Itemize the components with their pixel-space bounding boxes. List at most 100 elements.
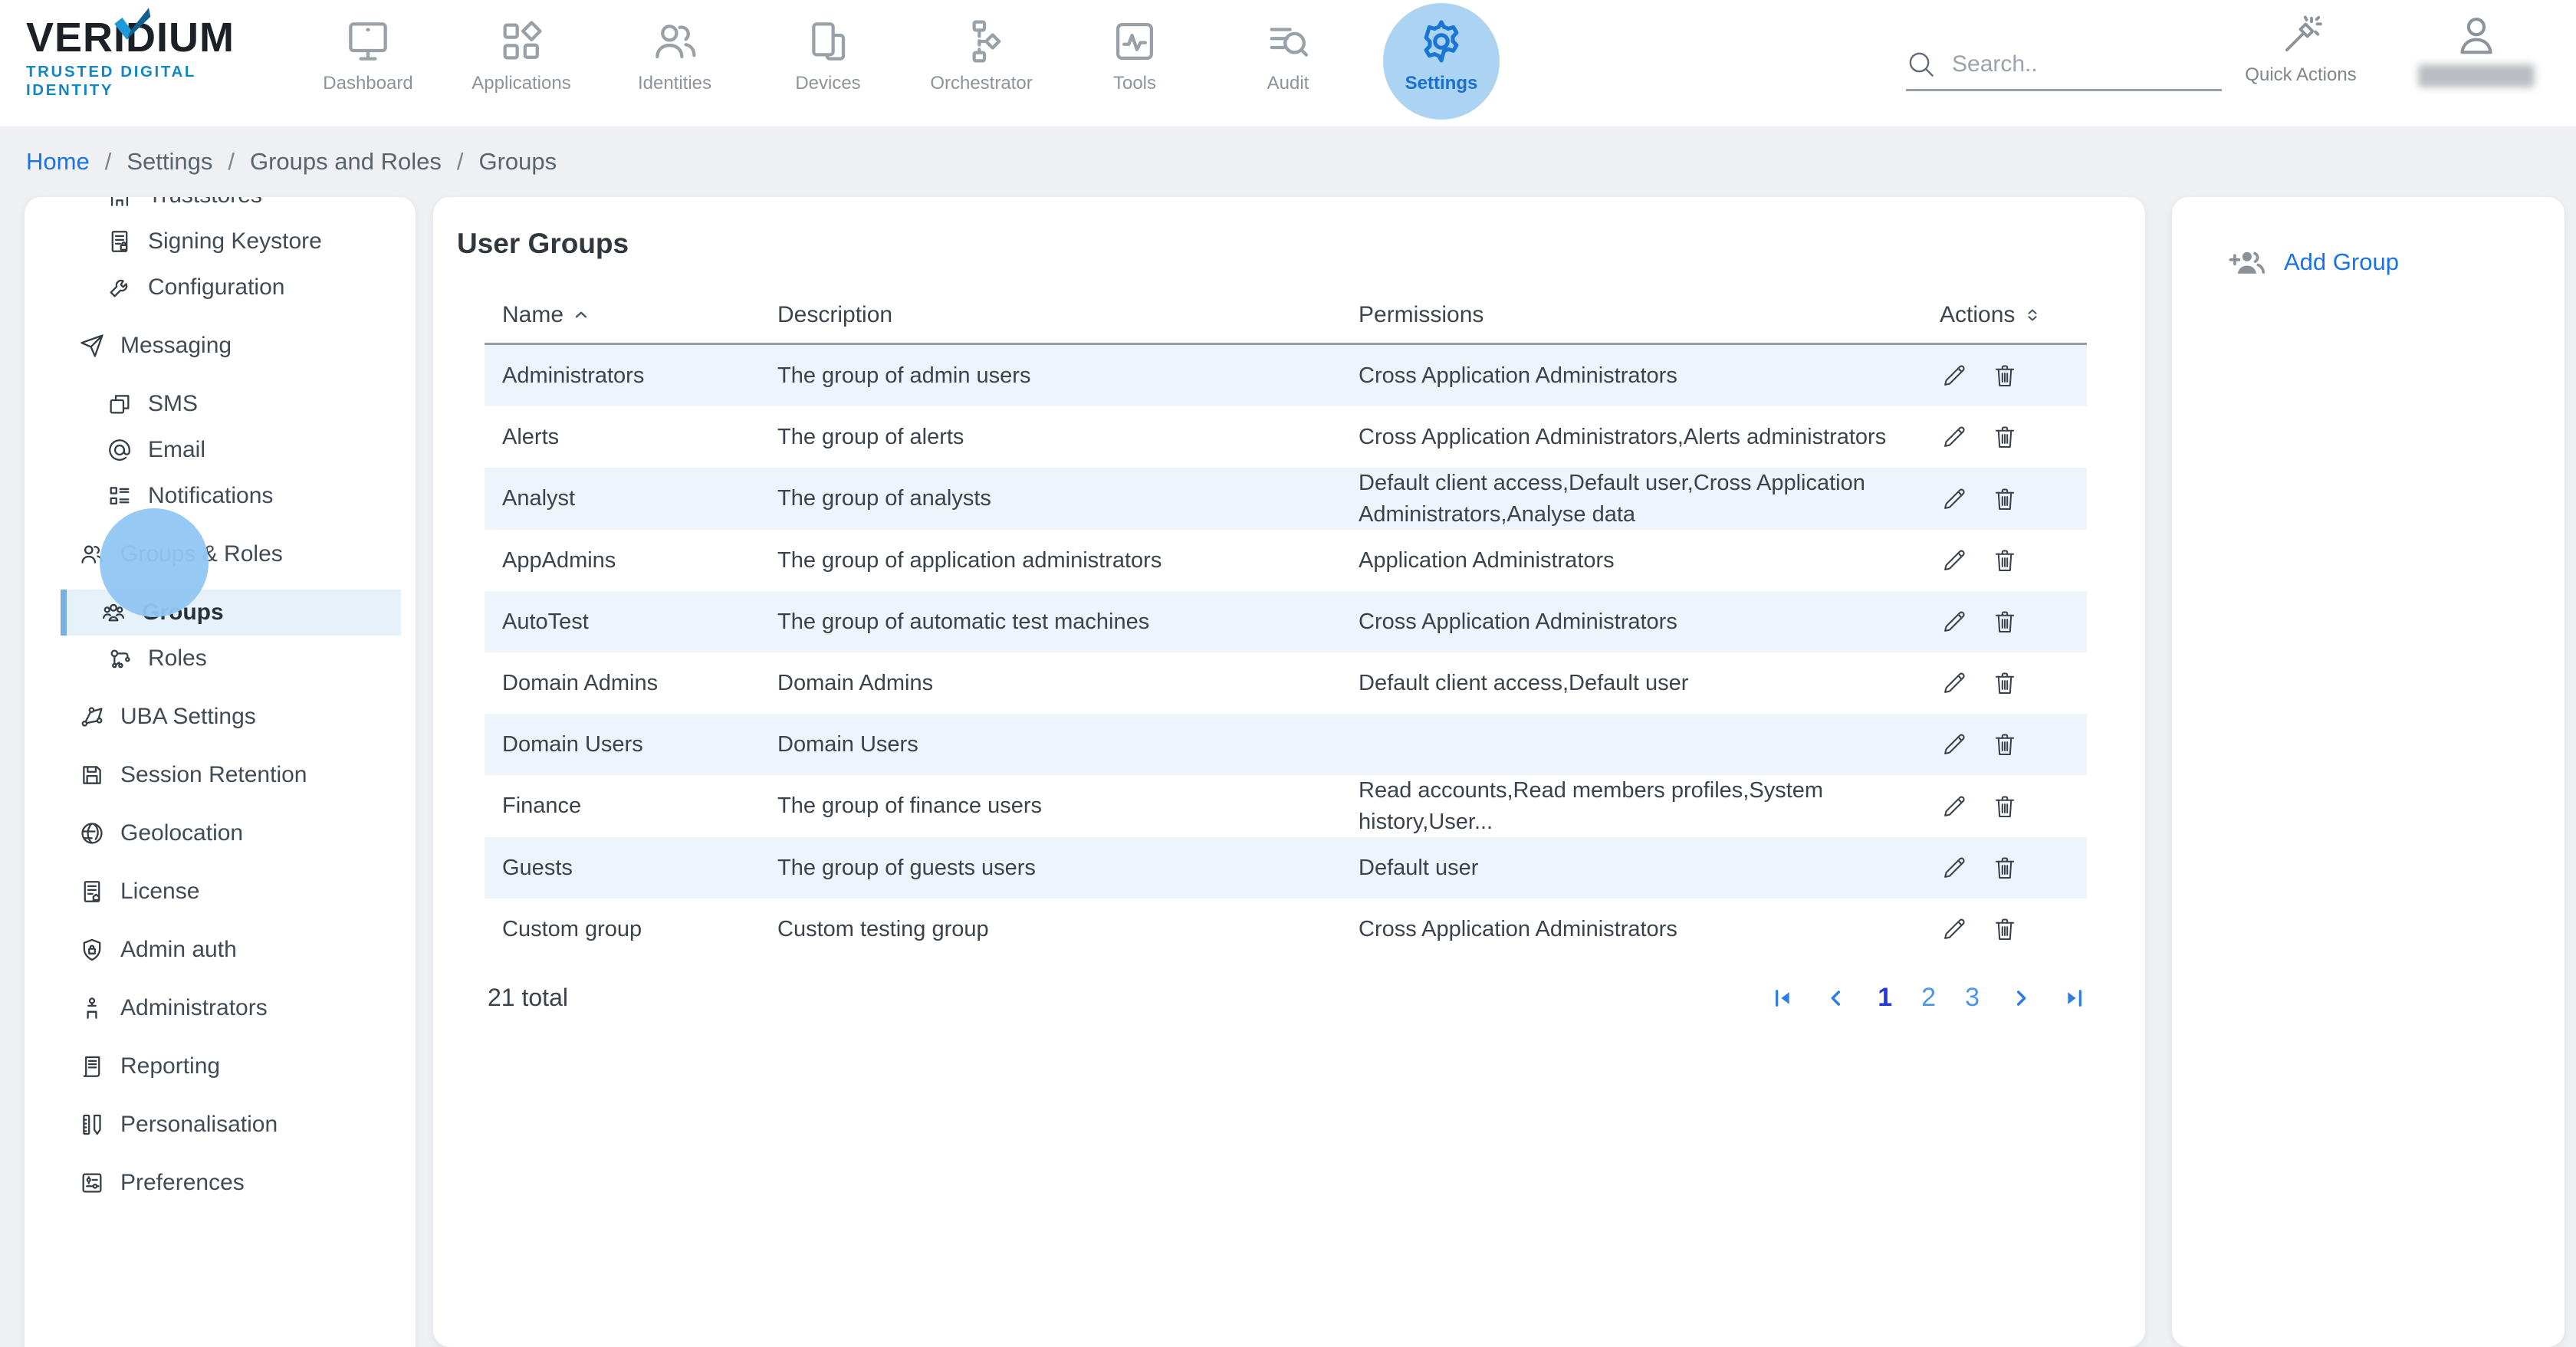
delete-button[interactable]	[1990, 915, 2019, 944]
sidebar-item-groups-roles[interactable]: Groups & Roles	[25, 531, 416, 577]
delete-button[interactable]	[1990, 853, 2019, 882]
nav-item-orchestrator[interactable]: Orchestrator	[905, 0, 1058, 126]
delete-button[interactable]	[1990, 669, 2019, 698]
cell-name: AutoTest	[502, 609, 589, 634]
brand-tagline: TRUSTED DIGITAL IDENTITY	[26, 63, 196, 99]
edit-button[interactable]	[1940, 792, 1969, 821]
add-group-icon	[2226, 241, 2267, 283]
sidebar-item-label: License	[120, 879, 200, 904]
page-number-3[interactable]: 3	[1965, 983, 1980, 1013]
sidebar-item-configuration[interactable]: Configuration	[25, 264, 416, 310]
edit-button[interactable]	[1940, 546, 1969, 575]
sidebar-item-messaging[interactable]: Messaging	[25, 323, 416, 369]
cell-description: Domain Admins	[777, 670, 934, 695]
geolocation-icon	[79, 820, 105, 846]
signing-keystore-icon	[107, 228, 133, 255]
cell-description: Custom testing group	[777, 916, 989, 941]
add-group-button[interactable]: Add Group	[2226, 241, 2564, 283]
quick-actions-button[interactable]: Quick Actions	[2243, 14, 2358, 86]
edit-button[interactable]	[1940, 730, 1969, 759]
sidebar-item-sms[interactable]: SMS	[25, 381, 416, 427]
nav-item-tools[interactable]: Tools	[1058, 0, 1211, 126]
table-row: AppAdmins The group of application admini…	[485, 530, 2087, 591]
column-header-label: Permissions	[1359, 302, 1484, 327]
cell-name: Alerts	[502, 424, 560, 449]
personalisation-icon	[79, 1112, 105, 1138]
breadcrumb-item-home[interactable]: Home	[26, 148, 90, 175]
sidebar-item-uba-settings[interactable]: UBA Settings	[25, 694, 416, 740]
nav-item-applications[interactable]: Applications	[445, 0, 598, 126]
delete-button[interactable]	[1990, 361, 2019, 390]
search-input[interactable]	[1950, 51, 2206, 78]
nav-item-label: Tools	[1112, 73, 1157, 94]
nav-item-dashboard[interactable]: Dashboard	[291, 0, 445, 126]
sidebar-item-reporting[interactable]: Reporting	[25, 1043, 416, 1089]
sidebar-item-administrators[interactable]: Administrators	[25, 985, 416, 1031]
sidebar-item-signing-keystore[interactable]: Signing Keystore	[25, 218, 416, 264]
nav-item-settings[interactable]: Settings	[1365, 0, 1518, 126]
sidebar-list: Truststores Signing Keystore Configuration…	[25, 197, 416, 1206]
edit-button[interactable]	[1940, 669, 1969, 698]
sidebar-item-label: Groups	[142, 600, 224, 625]
delete-button[interactable]	[1990, 546, 2019, 575]
table-row: Guests The group of guests users Default u…	[485, 837, 2087, 899]
license-icon	[79, 879, 105, 905]
content-layout: Truststores Signing Keystore Configuration…	[0, 197, 2576, 1347]
page-number-2[interactable]: 2	[1921, 983, 1937, 1013]
cell-description: The group of admin users	[777, 363, 1031, 388]
sidebar-item-notifications[interactable]: Notifications	[25, 473, 416, 519]
search-box	[1906, 49, 2222, 91]
edit-button[interactable]	[1940, 915, 1969, 944]
cell-name: Domain Users	[502, 731, 643, 757]
cell-permissions: Cross Application Administrators	[1359, 363, 1677, 388]
edit-button[interactable]	[1940, 853, 1969, 882]
audit-icon	[1263, 17, 1313, 66]
sidebar-item-admin-auth[interactable]: Admin auth	[25, 927, 416, 973]
page-title: User Groups	[457, 228, 629, 259]
user-menu[interactable]	[2413, 12, 2539, 87]
sidebar-item-geolocation[interactable]: Geolocation	[25, 810, 416, 856]
column-header-actions[interactable]: Actions	[1940, 302, 2087, 328]
uba-settings-icon	[79, 704, 105, 730]
sidebar-item-preferences[interactable]: Preferences	[25, 1160, 416, 1206]
cell-actions	[1940, 669, 2087, 698]
cell-permissions: Application Administrators	[1359, 547, 1615, 573]
breadcrumb-separator: /	[104, 148, 112, 175]
tools-icon	[1110, 17, 1159, 66]
nav-item-identities[interactable]: Identities	[598, 0, 751, 126]
column-header-name[interactable]: Name	[502, 302, 777, 328]
cell-actions	[1940, 730, 2087, 759]
sidebar: Truststores Signing Keystore Configuration…	[25, 197, 416, 1347]
nav-item-label: Applications	[472, 73, 571, 94]
sidebar-item-session-retention[interactable]: Session Retention	[25, 752, 416, 798]
page-last-button[interactable]	[2062, 986, 2087, 1010]
admin-auth-icon	[79, 937, 105, 963]
sidebar-item-groups[interactable]: Groups	[61, 590, 401, 636]
sort-asc-icon	[573, 307, 590, 324]
edit-button[interactable]	[1940, 485, 1969, 514]
delete-button[interactable]	[1990, 485, 2019, 514]
delete-button[interactable]	[1990, 792, 2019, 821]
reporting-icon	[79, 1053, 105, 1079]
page-first-button[interactable]	[1770, 986, 1795, 1010]
sidebar-item-email[interactable]: Email	[25, 427, 416, 473]
page-next-button[interactable]	[2009, 986, 2033, 1010]
page-prev-button[interactable]	[1824, 986, 1848, 1010]
edit-button[interactable]	[1940, 607, 1969, 636]
column-header-description[interactable]: Description	[777, 302, 1359, 328]
nav-item-audit[interactable]: Audit	[1211, 0, 1365, 126]
edit-button[interactable]	[1940, 422, 1969, 452]
edit-button[interactable]	[1940, 361, 1969, 390]
roles-icon	[107, 646, 133, 672]
delete-button[interactable]	[1990, 422, 2019, 452]
sidebar-item-roles[interactable]: Roles	[25, 636, 416, 682]
cell-description: The group of application administrators	[777, 547, 1162, 573]
page-number-1[interactable]: 1	[1878, 983, 1893, 1013]
nav-item-devices[interactable]: Devices	[751, 0, 905, 126]
sidebar-item-truststores[interactable]: Truststores	[25, 197, 416, 218]
delete-button[interactable]	[1990, 730, 2019, 759]
delete-button[interactable]	[1990, 607, 2019, 636]
column-header-permissions[interactable]: Permissions	[1359, 302, 1940, 328]
sidebar-item-personalisation[interactable]: Personalisation	[25, 1102, 416, 1148]
sidebar-item-license[interactable]: License	[25, 869, 416, 915]
